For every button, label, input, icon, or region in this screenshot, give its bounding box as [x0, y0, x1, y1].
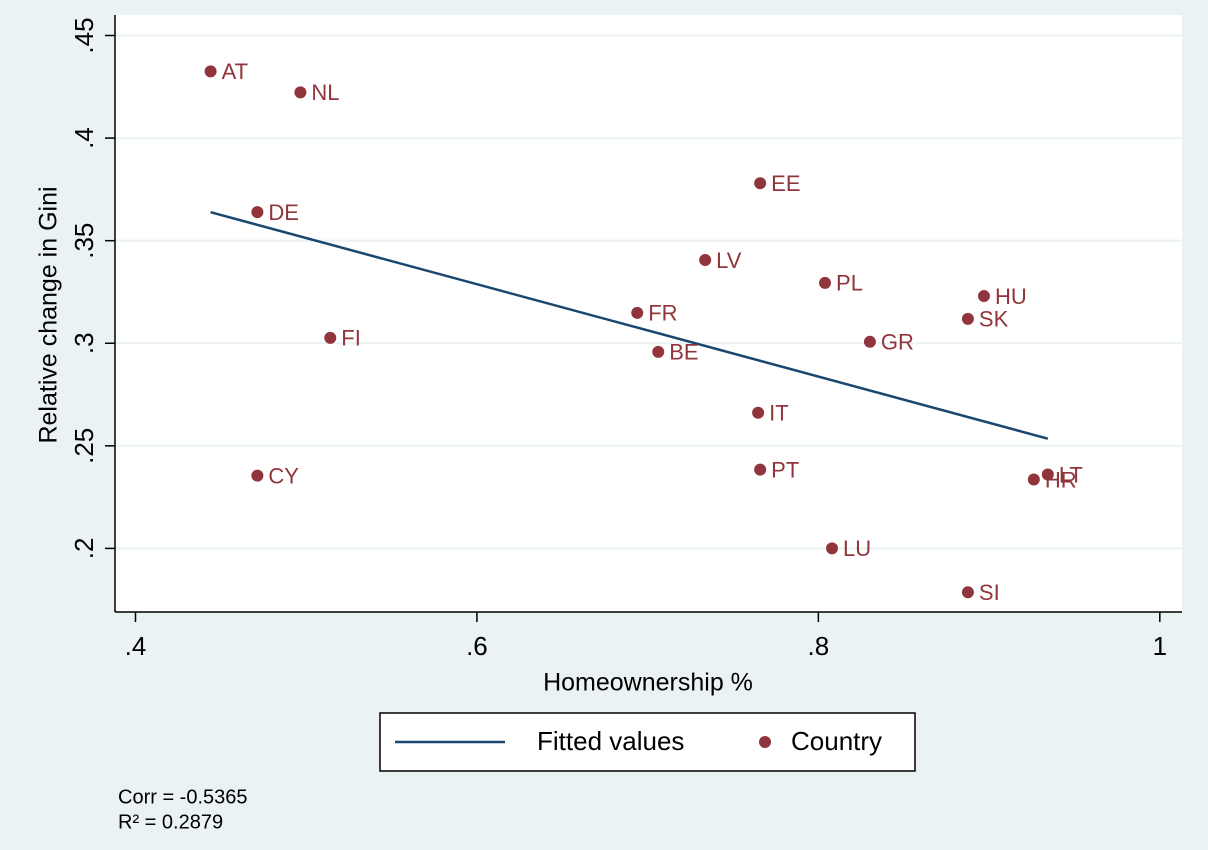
- point: [652, 345, 665, 358]
- point: [754, 177, 767, 190]
- point-label: SI: [979, 580, 1000, 605]
- point-label: BE: [669, 340, 698, 365]
- x-tick-label: .6: [466, 631, 488, 661]
- point-label: AT: [222, 59, 248, 84]
- x-axis-title: Homeownership %: [543, 669, 753, 697]
- point-label: FR: [648, 301, 677, 326]
- point: [961, 312, 974, 325]
- x-tick-label: .8: [808, 631, 830, 661]
- point: [204, 65, 217, 78]
- point-label: LT: [1059, 462, 1083, 487]
- point: [819, 276, 832, 289]
- point-label: LU: [843, 536, 871, 561]
- point-label: FI: [341, 326, 361, 351]
- point: [631, 306, 644, 319]
- y-tick-label: .45: [69, 17, 99, 53]
- point: [699, 253, 712, 266]
- point-label: IT: [769, 401, 789, 426]
- point-label: GR: [881, 330, 914, 355]
- point: [752, 406, 765, 419]
- point: [251, 469, 264, 482]
- point: [294, 86, 307, 99]
- legend-marker: [759, 736, 771, 748]
- point: [863, 335, 876, 348]
- legend-label: Fitted values: [537, 726, 684, 756]
- y-tick-label: .3: [69, 332, 99, 354]
- y-tick-label: .4: [69, 127, 99, 149]
- point-label: DE: [268, 200, 299, 225]
- annotation: Corr = -0.5365: [118, 786, 248, 808]
- point-label: HU: [995, 284, 1027, 309]
- point: [1027, 473, 1040, 486]
- point: [754, 463, 767, 476]
- y-tick-label: .35: [69, 223, 99, 259]
- point-label: SK: [979, 307, 1009, 332]
- x-tick-label: .4: [125, 631, 147, 661]
- annotation: R² = 0.2879: [118, 811, 223, 833]
- point: [961, 586, 974, 599]
- point: [324, 331, 337, 344]
- point-label: HR: [1045, 467, 1077, 492]
- y-tick-label: .2: [69, 538, 99, 560]
- point: [826, 542, 839, 555]
- fit-line: [210, 210, 1049, 440]
- point-label: NL: [311, 80, 339, 105]
- legend-label: Country: [791, 726, 882, 756]
- point: [251, 206, 264, 219]
- point-label: EE: [771, 171, 800, 196]
- y-tick-label: .25: [69, 428, 99, 464]
- point-label: PT: [771, 457, 799, 482]
- point-label: LV: [716, 248, 742, 273]
- point-label: PL: [836, 271, 863, 296]
- point: [977, 290, 990, 303]
- point-label: CY: [268, 463, 299, 488]
- x-tick-label: 1: [1153, 631, 1167, 661]
- y-axis-title: Relative change in Gini: [35, 186, 63, 443]
- point: [1041, 468, 1054, 481]
- plot-area: [115, 15, 1182, 612]
